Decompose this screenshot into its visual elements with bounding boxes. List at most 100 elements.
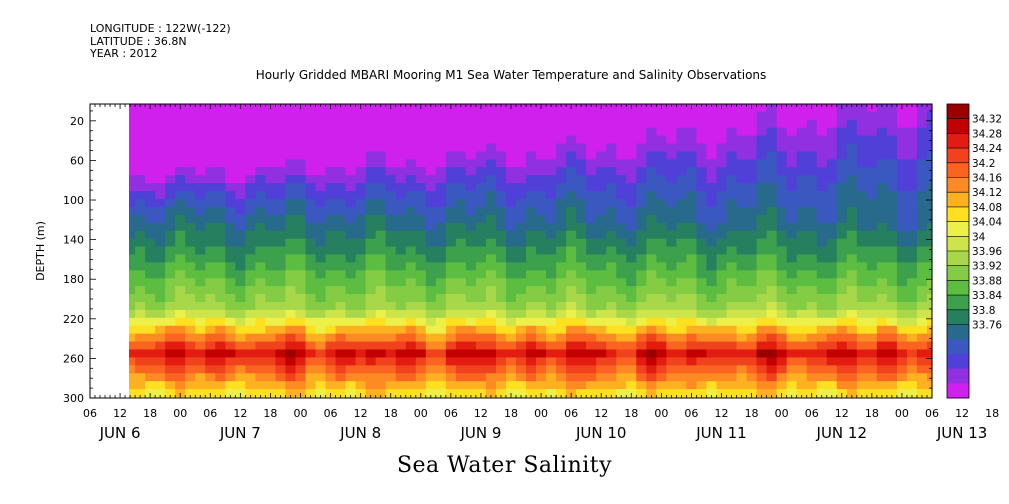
heatmap-cell	[205, 254, 216, 263]
heatmap-cell	[836, 246, 848, 256]
heatmap-cell	[626, 119, 637, 129]
heatmap-cell	[796, 175, 808, 184]
heatmap-cell	[646, 309, 657, 319]
heatmap-cell	[425, 127, 437, 137]
heatmap-cell	[305, 333, 317, 343]
heatmap-cell	[275, 206, 287, 216]
heatmap-cell	[556, 333, 567, 343]
heatmap-cell	[856, 301, 868, 311]
heatmap-cell	[686, 167, 698, 176]
heatmap-cell	[235, 286, 246, 295]
heatmap-cell	[385, 143, 397, 153]
heatmap-cell	[455, 175, 467, 184]
heatmap-cell	[215, 199, 226, 208]
heatmap-cell	[646, 111, 657, 121]
heatmap-cell	[766, 127, 778, 137]
heatmap-cell	[495, 183, 507, 192]
heatmap-cell	[596, 230, 607, 240]
heatmap-cell	[706, 135, 718, 145]
heatmap-cell	[465, 294, 477, 303]
heatmap-cell	[165, 183, 176, 192]
heatmap-cell	[345, 143, 357, 153]
heatmap-cell	[445, 167, 457, 176]
heatmap-cell	[916, 199, 928, 208]
heatmap-cell	[205, 270, 216, 279]
heatmap-cell	[495, 262, 507, 271]
heatmap-cell	[636, 325, 647, 335]
heatmap-cell	[465, 175, 477, 184]
heatmap-cell	[526, 381, 537, 390]
heatmap-cell	[576, 309, 587, 319]
heatmap-cell	[485, 214, 497, 224]
heatmap-cell	[395, 357, 407, 366]
heatmap-cell	[826, 270, 838, 279]
heatmap-cell	[886, 143, 898, 153]
heatmap-cell	[816, 317, 828, 327]
heatmap-cell	[826, 325, 838, 335]
heatmap-cell	[576, 278, 587, 287]
heatmap-cell	[576, 159, 587, 168]
heatmap-cell	[826, 278, 838, 287]
heatmap-cell	[295, 238, 307, 248]
heatmap-cell	[816, 127, 828, 137]
heatmap-cell	[786, 286, 798, 295]
heatmap-cell	[666, 349, 677, 359]
heatmap-cell	[445, 230, 457, 240]
heatmap-cell	[906, 127, 918, 137]
heatmap-cell	[626, 301, 637, 311]
heatmap-cell	[906, 381, 918, 390]
heatmap-cell	[786, 238, 798, 248]
heatmap-cell	[275, 389, 287, 398]
heatmap-cell	[165, 381, 176, 390]
heatmap-cell	[866, 341, 878, 351]
heatmap-cell	[886, 214, 898, 224]
heatmap-cell	[686, 349, 698, 359]
heatmap-cell	[616, 175, 627, 184]
heatmap-cell	[135, 389, 146, 398]
heatmap-cell	[285, 230, 297, 240]
heatmap-cell	[395, 365, 407, 374]
heatmap-cell	[405, 373, 417, 382]
heatmap-cell	[355, 278, 367, 287]
heatmap-cell	[415, 143, 427, 153]
heatmap-cell	[696, 230, 708, 240]
heatmap-cell	[155, 167, 166, 176]
x-hour-tick-label: 00	[414, 407, 428, 420]
heatmap-cell	[876, 349, 888, 359]
heatmap-cell	[455, 167, 467, 176]
heatmap-cell	[816, 341, 828, 351]
heatmap-cell	[826, 317, 838, 327]
heatmap-cell	[556, 286, 567, 295]
heatmap-cell	[305, 151, 317, 161]
heatmap-cell	[656, 119, 667, 129]
heatmap-cell	[646, 389, 657, 398]
heatmap-cell	[926, 183, 933, 192]
heatmap-cell	[129, 301, 136, 311]
heatmap-cell	[916, 214, 928, 224]
heatmap-cell	[696, 309, 708, 319]
heatmap-cell	[886, 286, 898, 295]
heatmap-cell	[205, 294, 216, 303]
heatmap-cell	[726, 127, 738, 137]
heatmap-cell	[716, 151, 728, 161]
heatmap-cell	[606, 167, 617, 176]
heatmap-cell	[636, 222, 647, 232]
heatmap-cell	[485, 238, 497, 248]
heatmap-cell	[165, 373, 176, 382]
heatmap-cell	[706, 222, 718, 232]
heatmap-cell	[235, 278, 246, 287]
heatmap-cell	[465, 381, 477, 390]
heatmap-cell	[245, 381, 256, 390]
heatmap-cell	[335, 381, 347, 390]
heatmap-cell	[656, 167, 667, 176]
heatmap-cell	[926, 111, 933, 121]
heatmap-cell	[265, 357, 277, 366]
heatmap-cell	[235, 301, 246, 311]
heatmap-cell	[756, 357, 768, 366]
heatmap-cell	[576, 238, 587, 248]
heatmap-cell	[726, 175, 738, 184]
heatmap-cell	[856, 365, 868, 374]
heatmap-cell	[626, 175, 637, 184]
heatmap-cell	[916, 230, 928, 240]
heatmap-cell	[746, 309, 758, 319]
